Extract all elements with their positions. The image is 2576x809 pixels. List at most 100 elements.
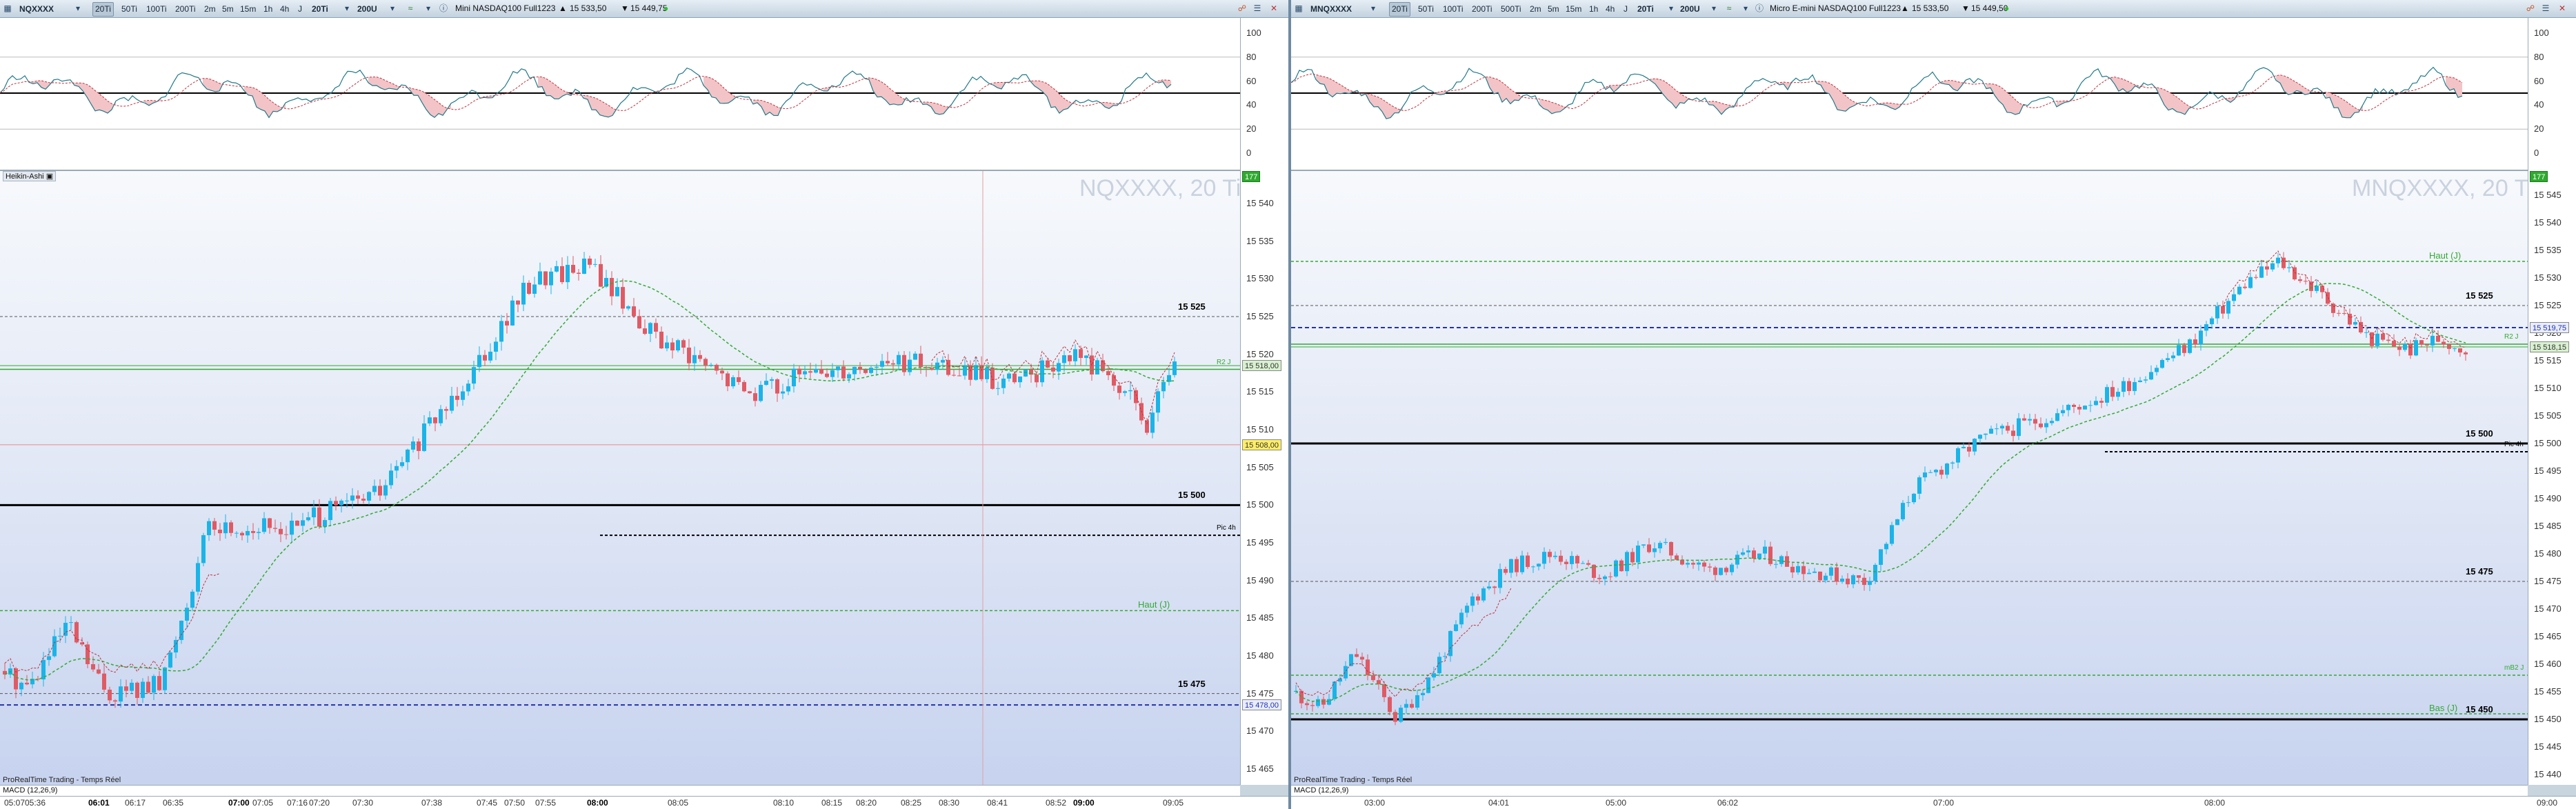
chart-window-nq[interactable]: ▦ NQXXXX ▾ 20Ti 50Ti 100Ti 200Ti 2m 5m 1… bbox=[0, 0, 1288, 809]
bookmark-icon[interactable]: ▦ bbox=[3, 3, 12, 13]
osc-fill bbox=[2011, 95, 2015, 114]
interval-combo[interactable]: 20Ti bbox=[1637, 4, 1654, 14]
price-axis[interactable]: 100 80 60 40 20 0 15 540 15 535 15 530 15 525 15 … bbox=[1240, 18, 1288, 785]
indicator-caption[interactable]: Heikin-Ashi ▣ bbox=[3, 171, 57, 181]
interval-2m[interactable]: 2m bbox=[1530, 4, 1541, 14]
osc-fill bbox=[1721, 103, 1726, 114]
candle-body bbox=[990, 368, 995, 389]
close-icon[interactable]: ✕ bbox=[2558, 3, 2566, 13]
info-icon[interactable]: ⓘ bbox=[1755, 3, 1764, 13]
osc-fill bbox=[939, 104, 943, 114]
interval-daily[interactable]: J bbox=[298, 4, 302, 14]
candle-body bbox=[1068, 355, 1072, 361]
units-combo[interactable]: 200U bbox=[1680, 4, 1700, 14]
candle-body bbox=[1741, 552, 1745, 555]
interval-20ti[interactable]: 20Ti bbox=[1389, 2, 1410, 17]
candle-body bbox=[1526, 555, 1530, 568]
interval-100ti[interactable]: 100Ti bbox=[1443, 4, 1464, 14]
candle-body bbox=[1575, 556, 1579, 563]
candle-body bbox=[1371, 675, 1375, 681]
interval-daily[interactable]: J bbox=[1624, 4, 1628, 14]
osc-fill bbox=[385, 80, 389, 90]
interval-200ti[interactable]: 200Ti bbox=[175, 4, 196, 14]
candle-body bbox=[1084, 355, 1088, 358]
interval-200ti[interactable]: 200Ti bbox=[1472, 4, 1492, 14]
symbol-selector[interactable]: MNQXXXX bbox=[1310, 4, 1352, 14]
window-divider[interactable] bbox=[1288, 0, 1291, 809]
candle-body bbox=[1332, 681, 1337, 699]
chart-type-icon[interactable]: ≈ bbox=[408, 3, 413, 13]
osc-fill bbox=[103, 97, 108, 113]
interval-15m[interactable]: 15m bbox=[1566, 4, 1582, 14]
candle-body bbox=[1967, 446, 1971, 452]
window-menu-icon[interactable]: ☰ bbox=[1253, 3, 1261, 13]
bookmark-icon[interactable]: ▦ bbox=[1295, 3, 1303, 13]
candle-body bbox=[1421, 692, 1425, 696]
interval-15m[interactable]: 15m bbox=[240, 4, 257, 14]
candle-body bbox=[218, 530, 222, 534]
interval-2m[interactable]: 2m bbox=[204, 4, 216, 14]
chevron-down-icon[interactable]: ▾ bbox=[1668, 3, 1674, 13]
candle-body bbox=[19, 682, 23, 690]
units-combo[interactable]: 200U bbox=[357, 4, 377, 14]
time-label: 08:25 bbox=[901, 798, 922, 808]
price-axis[interactable]: 100 80 60 40 20 0 15 545 15 540 15 535 15 530 15 … bbox=[2528, 18, 2576, 785]
candle-body bbox=[841, 366, 846, 379]
time-axis[interactable]: 03:00 04:01 05:00 06:02 07:00 08:00 09:00 bbox=[1291, 796, 2576, 809]
info-icon[interactable]: ⓘ bbox=[439, 3, 448, 13]
candle-body bbox=[654, 323, 658, 332]
macd-panel[interactable]: MACD (12,26,9) bbox=[0, 785, 1240, 796]
window-menu-icon[interactable]: ☰ bbox=[2542, 3, 2550, 13]
osc-fill bbox=[99, 94, 103, 112]
osc-fill bbox=[2164, 89, 2168, 110]
osc-tick-label: 80 bbox=[2534, 51, 2544, 62]
interval-1h[interactable]: 1h bbox=[263, 4, 273, 14]
interval-5m[interactable]: 5m bbox=[222, 4, 234, 14]
price-chart[interactable] bbox=[0, 0, 1240, 796]
time-label: 07:50 bbox=[504, 798, 526, 808]
interval-20ti[interactable]: 20Ti bbox=[92, 2, 114, 17]
interval-500ti[interactable]: 500Ti bbox=[1501, 4, 1521, 14]
osc-fill bbox=[2123, 79, 2127, 92]
osc-fill bbox=[720, 84, 724, 103]
interval-50ti[interactable]: 50Ti bbox=[1418, 4, 1434, 14]
candle-body bbox=[626, 306, 630, 309]
interval-100ti[interactable]: 100Ti bbox=[146, 4, 167, 14]
chevron-down-icon[interactable]: ▾ bbox=[75, 3, 81, 13]
time-label: 05:00 bbox=[1606, 798, 1627, 808]
price-chart[interactable] bbox=[1291, 0, 2528, 796]
interval-combo[interactable]: 20Ti bbox=[312, 4, 328, 14]
chevron-down-icon[interactable]: ▾ bbox=[344, 3, 350, 13]
chevron-down-icon[interactable]: ▾ bbox=[390, 3, 395, 13]
candle-body bbox=[830, 370, 835, 377]
candle-body bbox=[1984, 433, 1988, 435]
interval-4h[interactable]: 4h bbox=[1606, 4, 1615, 14]
candle-body bbox=[808, 371, 812, 373]
chart-window-mnq[interactable]: ▦ MNQXXXX ▾ 20Ti 50Ti 100Ti 200Ti 500Ti … bbox=[1291, 0, 2576, 809]
time-label: 09:00 bbox=[1073, 798, 1095, 808]
symbol-selector[interactable]: NQXXXX bbox=[19, 4, 54, 14]
chevron-down-icon[interactable]: ▾ bbox=[1743, 3, 1748, 13]
interval-4h[interactable]: 4h bbox=[280, 4, 290, 14]
osc-fill bbox=[1382, 99, 1386, 119]
link-icon[interactable]: ☍ bbox=[1237, 3, 1247, 13]
interval-5m[interactable]: 5m bbox=[1548, 4, 1559, 14]
price-tick-label: 15 515 bbox=[1246, 386, 1274, 397]
osc-fill bbox=[1345, 87, 1349, 94]
candle-body bbox=[1360, 657, 1364, 660]
time-axis[interactable]: 05:07 05:36 06:01 06:17 06:35 07:00 07:05 07:16… bbox=[0, 796, 1288, 809]
close-icon[interactable]: ✕ bbox=[1270, 3, 1278, 13]
macd-panel[interactable]: MACD (12,26,9) bbox=[1291, 785, 2528, 796]
chevron-down-icon[interactable]: ▾ bbox=[1711, 3, 1717, 13]
candle-body bbox=[742, 381, 746, 392]
candle-body bbox=[1404, 703, 1408, 708]
interval-50ti[interactable]: 50Ti bbox=[121, 4, 137, 14]
chevron-down-icon[interactable]: ▾ bbox=[1370, 3, 1376, 13]
chevron-down-icon[interactable]: ▾ bbox=[426, 3, 431, 13]
link-icon[interactable]: ☍ bbox=[2526, 3, 2535, 13]
price-tick-label: 15 465 bbox=[2534, 631, 2562, 641]
chart-type-icon[interactable]: ≈ bbox=[1726, 3, 1732, 13]
candle-body bbox=[2088, 405, 2093, 406]
price-tick-label: 15 440 bbox=[2534, 769, 2562, 779]
interval-1h[interactable]: 1h bbox=[1589, 4, 1599, 14]
